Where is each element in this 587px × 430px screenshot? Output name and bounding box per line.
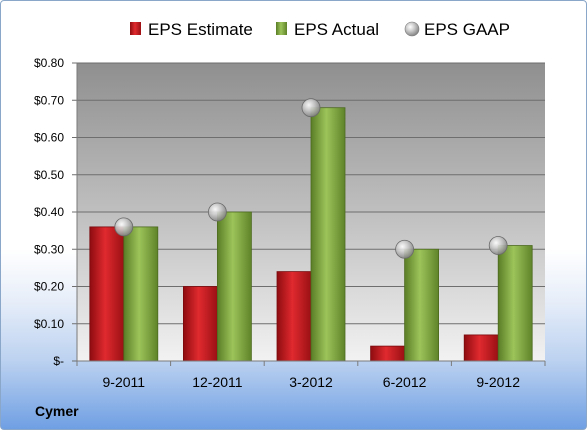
x-tick-label: 3-2012 (289, 374, 333, 390)
marker-eps-gaap (207, 202, 227, 222)
bars (89, 107, 533, 362)
bar-eps-actual (216, 211, 252, 362)
legend: EPS Estimate EPS Actual EPS GAAP (130, 20, 510, 39)
x-tick-label: 12-2011 (192, 374, 243, 390)
legend-label: EPS Estimate (148, 20, 253, 39)
bar-eps-actual (497, 245, 533, 362)
y-axis: $- $0.10 $0.20 $0.30 $0.40 $0.50 $0.60 $0.70 $0.… (34, 56, 78, 368)
y-tick-label: $0.50 (34, 168, 64, 182)
y-tick-label: $0.20 (34, 280, 64, 294)
bar-eps-actual (404, 248, 440, 362)
legend-swatch (130, 22, 141, 35)
company-name: Cymer (35, 403, 79, 419)
bar-eps-estimate (370, 345, 406, 362)
bar-eps-estimate (182, 286, 218, 362)
legend-label: EPS Actual (294, 20, 379, 39)
y-tick-label: $0.10 (34, 317, 64, 331)
y-tick-label: $0.60 (34, 131, 64, 145)
legend-swatch (276, 22, 287, 35)
y-tick-label: $- (53, 354, 64, 368)
legend-swatch (404, 21, 420, 37)
x-tick-label: 9-2012 (476, 374, 520, 390)
y-tick-label: $0.70 (34, 93, 64, 107)
bar-eps-estimate (276, 271, 312, 362)
y-tick-label: $0.30 (34, 242, 64, 256)
x-tick-label: 6-2012 (383, 374, 427, 390)
marker-eps-gaap (301, 98, 321, 118)
marker-eps-gaap (395, 239, 415, 259)
gaap-markers (114, 98, 508, 259)
x-axis: 9-2011 12-2011 3-2012 6-2012 9-2012 (76, 360, 546, 390)
legend-label: EPS GAAP (424, 20, 510, 39)
y-tick-label: $0.80 (34, 56, 64, 70)
bar-eps-estimate (89, 226, 125, 362)
marker-eps-gaap (114, 217, 134, 237)
marker-eps-gaap (488, 236, 508, 255)
bar-eps-actual (123, 226, 159, 362)
bar-eps-estimate (463, 334, 499, 362)
bar-eps-actual (310, 107, 346, 362)
y-tick-label: $0.40 (34, 205, 64, 219)
x-tick-label: 9-2011 (103, 374, 146, 390)
